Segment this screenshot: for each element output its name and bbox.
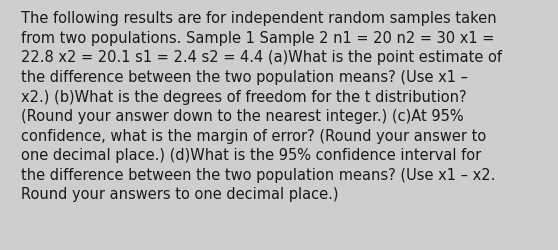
Text: The following results are for independent random samples taken
from two populati: The following results are for independen… — [21, 11, 502, 202]
